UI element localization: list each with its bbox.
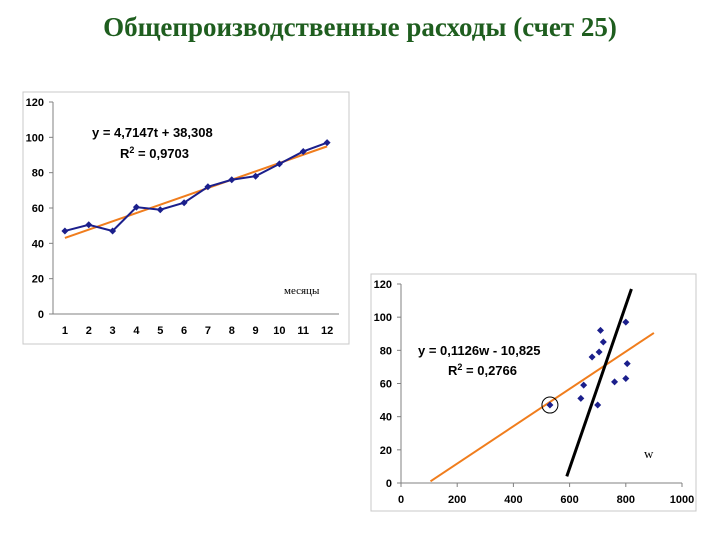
chart1-data-point	[228, 176, 236, 184]
chart1-data-point	[275, 160, 283, 168]
chart2-data-point	[622, 318, 630, 326]
chart2-y-tick-label: 120	[374, 279, 392, 291]
chart1-x-tick-label: 11	[297, 325, 309, 337]
chart1-series-line	[64, 141, 328, 233]
chart2-r2: R2 = 0,2766	[448, 362, 517, 378]
chart2-frame	[370, 273, 697, 512]
chart1-y-tick-label: 100	[26, 132, 44, 144]
chart2-y-tick-label: 20	[380, 445, 392, 457]
chart1-annotation: месяцы	[284, 285, 320, 297]
chart1-x-tick-label: 6	[181, 325, 187, 337]
chart2-data-point	[623, 360, 631, 368]
chart2-y-tick-label: 100	[374, 312, 392, 324]
chart1-x-tick-label: 12	[321, 325, 333, 337]
slide-title: Общепроизводственные расходы (счет 25)	[103, 12, 617, 42]
chart1-data-point	[180, 199, 188, 207]
chart2-equation: y = 0,1126w - 10,825	[418, 343, 541, 358]
chart2-data-point	[611, 378, 619, 386]
chart1-y-tick-label: 80	[32, 168, 44, 180]
chart1-y-tick-label: 20	[32, 274, 44, 286]
chart2-y-tick-label: 0	[386, 478, 392, 490]
chart2-y-tick-label: 40	[380, 412, 392, 424]
chart2-r2-prefix: R	[448, 363, 458, 378]
chart1-data-point	[85, 221, 93, 229]
chart2-data-point	[580, 381, 588, 389]
chart1-x-tick-label: 3	[110, 325, 116, 337]
chart2-r2-value: = 0,2766	[462, 363, 517, 378]
chart2-x-tick-label: 800	[617, 494, 635, 506]
chart1-x-tick-label: 10	[273, 325, 285, 337]
chart1-x-tick-label: 2	[86, 325, 92, 337]
chart1-y-tick-label: 0	[38, 309, 44, 321]
chart2-x-tick-label: 400	[504, 494, 522, 506]
chart2-drawn-line	[565, 288, 633, 477]
chart1-r2-prefix: R	[120, 146, 130, 161]
chart2-data-point	[622, 375, 630, 383]
chart2-highlight-circle	[541, 396, 559, 414]
chart1-y-tick-label: 60	[32, 203, 44, 215]
chart2-data-point	[588, 353, 596, 361]
chart2-data-point	[577, 394, 585, 402]
chart2-x-tick-label: 1000	[670, 494, 694, 506]
chart1-x-tick-label: 8	[229, 325, 235, 337]
chart1-r2: R2 = 0,9703	[120, 145, 189, 161]
chart1-data-point	[299, 147, 307, 155]
chart2-x-tick-label: 600	[560, 494, 578, 506]
chart1-x-tick-label: 5	[157, 325, 163, 337]
chart1-data-point	[252, 172, 260, 180]
chart1-r2-sup: 2	[129, 145, 134, 155]
chart2-data-point	[599, 338, 607, 346]
chart1-x-tick-label: 9	[253, 325, 259, 337]
chart1-y-tick-label: 120	[26, 97, 44, 109]
chart1-frame	[22, 91, 350, 345]
chart1-data-point	[132, 203, 140, 211]
chart2-y-tick-label: 60	[380, 379, 392, 391]
chart1-data-point	[109, 227, 117, 235]
chart1-data-point	[61, 227, 69, 235]
chart1-equation: y = 4,7147t + 38,308	[92, 125, 213, 140]
chart1-x-tick-label: 7	[205, 325, 211, 337]
chart1-y-tick-label: 40	[32, 238, 44, 250]
chart1-x-tick-label: 4	[133, 325, 140, 337]
chart2-x-tick-label: 200	[448, 494, 466, 506]
chart1-x-tick-label: 1	[62, 325, 68, 337]
chart1-data-point	[156, 206, 164, 214]
chart2-data-point	[546, 401, 554, 409]
chart2-x-tick-label: 0	[398, 494, 404, 506]
chart1-data-point	[323, 139, 331, 147]
chart2-annotation: w	[644, 446, 654, 461]
chart2-y-tick-label: 80	[380, 345, 392, 357]
chart1-data-point	[204, 183, 212, 191]
chart2-data-point	[595, 348, 603, 356]
chart1-r2-value: = 0,9703	[134, 146, 189, 161]
chart2-data-point	[594, 401, 602, 409]
chart2-r2-sup: 2	[457, 362, 462, 372]
chart2-data-point	[597, 326, 605, 334]
